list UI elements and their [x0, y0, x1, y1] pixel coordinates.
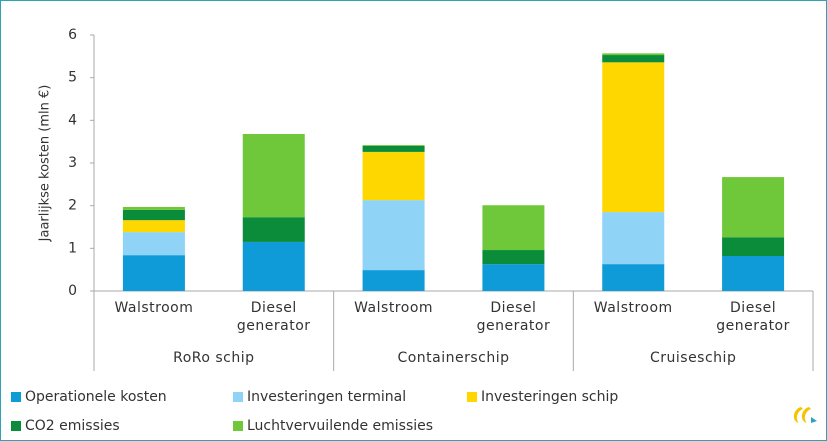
y-tick-label: 4 [68, 112, 77, 128]
group-label: RoRo schip [173, 350, 255, 366]
bar-segment [362, 270, 425, 291]
y-tick-label: 2 [68, 198, 77, 214]
bar-segment [722, 256, 785, 291]
legend-swatch [233, 421, 243, 431]
y-tick-label: 6 [68, 27, 77, 43]
legend-swatch [11, 392, 21, 402]
bar-segment [362, 145, 425, 146]
legend-label: Operationele kosten [25, 389, 167, 405]
x-tick-label: Walstroom [593, 300, 673, 316]
y-tick-label: 3 [68, 155, 77, 171]
bar-segment [242, 217, 305, 242]
legend-swatch [467, 392, 477, 402]
x-tick-label: Walstroom [354, 300, 434, 316]
bar-segment [602, 53, 665, 56]
y-tick-label: 0 [68, 283, 77, 299]
legend-swatch [233, 392, 243, 402]
x-tick-label: Walstroom [114, 300, 194, 316]
logo [793, 407, 817, 423]
bar-segment [242, 133, 305, 218]
y-tick-label: 5 [68, 70, 77, 86]
x-tick-label: Diesel generator [716, 300, 790, 334]
bar-segment [722, 177, 785, 238]
group-label: Containerschip [397, 350, 510, 366]
bar-segment [602, 62, 665, 213]
y-axis-label: Jaarlijkse kosten (mln €) [38, 85, 53, 243]
bar-segment [722, 237, 785, 257]
bar-segment [122, 232, 185, 256]
bar-segment [482, 205, 545, 251]
x-tick-label: Diesel generator [476, 300, 551, 334]
x-tick-label: Diesel generator [236, 300, 311, 334]
bar-segment [602, 212, 665, 265]
legend-label: Investeringen terminal [247, 389, 406, 405]
group-label: Cruiseschip [649, 350, 737, 366]
y-tick-label: 1 [68, 240, 77, 256]
bar-segment [602, 264, 665, 291]
bar-segment [122, 209, 185, 221]
bar-segment [602, 55, 665, 63]
bar-segment [122, 255, 185, 291]
bar-segment [482, 264, 545, 291]
legend-label: Investeringen schip [481, 389, 618, 405]
bar-segment [122, 220, 185, 233]
bar-segment [362, 145, 425, 152]
bar-segment [242, 241, 305, 291]
legend-label: CO2 emissies [25, 418, 120, 434]
legend-swatch [11, 421, 21, 431]
legend-label: Luchtvervuilende emissies [247, 418, 433, 434]
bar-segment [482, 250, 545, 265]
bar-segment [362, 151, 425, 201]
bar-segment [362, 200, 425, 271]
bar-segment [122, 206, 185, 210]
